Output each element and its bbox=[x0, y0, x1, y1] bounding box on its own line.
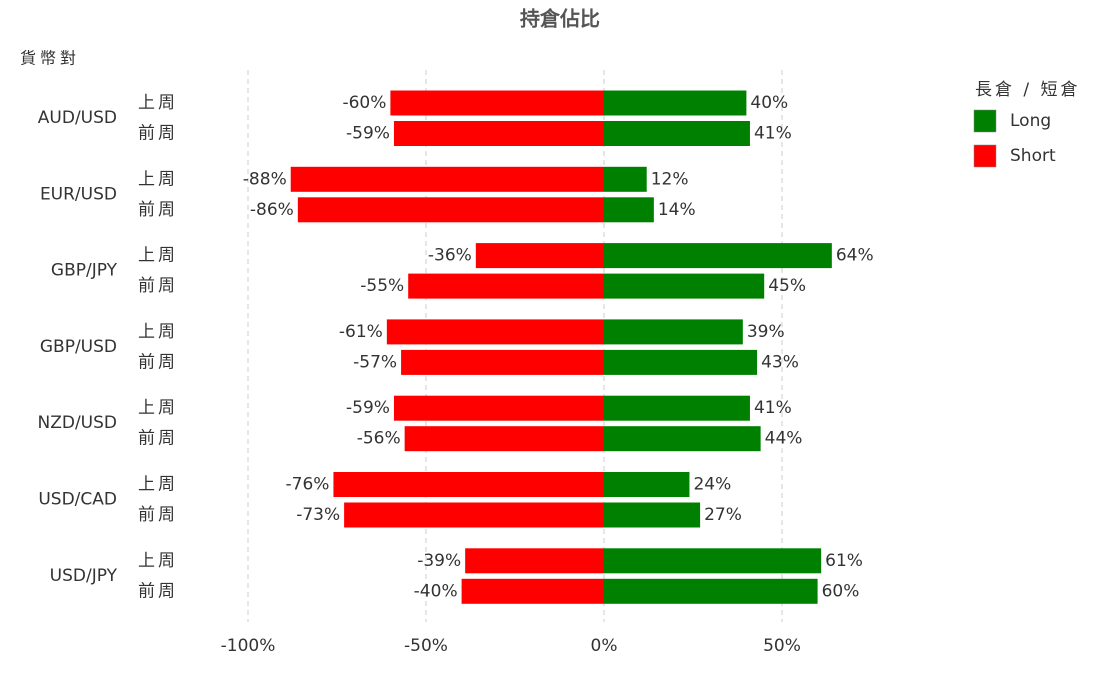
chart-title: 持倉佔比 bbox=[520, 7, 600, 31]
category-label: NZD/USD bbox=[37, 413, 117, 433]
category-label: EUR/USD bbox=[40, 184, 117, 204]
value-label: -59% bbox=[346, 124, 390, 144]
value-label: -61% bbox=[339, 322, 383, 342]
bar bbox=[604, 349, 758, 375]
bar bbox=[386, 319, 604, 345]
bar bbox=[604, 90, 747, 116]
period-label: 上周 bbox=[138, 93, 178, 113]
legend-label: Short bbox=[1010, 146, 1056, 166]
value-label: 24% bbox=[693, 475, 731, 495]
bar bbox=[404, 426, 604, 452]
bar bbox=[604, 319, 743, 345]
value-label: 60% bbox=[822, 581, 860, 601]
x-tick-label: -50% bbox=[404, 636, 448, 656]
x-tick-label: 50% bbox=[763, 636, 801, 656]
x-tick-label: 0% bbox=[591, 636, 618, 656]
value-label: -60% bbox=[342, 93, 386, 113]
period-label: 前周 bbox=[138, 200, 178, 220]
bar bbox=[290, 166, 604, 192]
category-label: GBP/USD bbox=[40, 337, 117, 357]
value-label: 12% bbox=[651, 169, 689, 189]
bar bbox=[475, 243, 604, 269]
period-label: 上周 bbox=[138, 398, 178, 418]
x-tick-label: -100% bbox=[221, 636, 276, 656]
bar bbox=[604, 548, 822, 574]
bar bbox=[393, 121, 604, 146]
bar bbox=[465, 548, 604, 574]
period-label: 前周 bbox=[138, 124, 178, 144]
value-label: -88% bbox=[243, 169, 287, 189]
bar bbox=[604, 243, 832, 269]
legend-swatch bbox=[973, 144, 997, 168]
period-label: 前周 bbox=[138, 429, 178, 449]
value-label: -59% bbox=[346, 398, 390, 418]
value-label: -57% bbox=[353, 352, 397, 372]
value-label: 64% bbox=[836, 246, 874, 266]
bar bbox=[344, 502, 604, 528]
bar bbox=[604, 502, 701, 528]
value-label: -76% bbox=[286, 475, 330, 495]
bar bbox=[408, 273, 604, 299]
value-label: 61% bbox=[825, 551, 863, 571]
value-label: 43% bbox=[761, 352, 799, 372]
value-label: 41% bbox=[754, 398, 792, 418]
value-label: -56% bbox=[357, 429, 401, 449]
period-label: 上周 bbox=[138, 551, 178, 571]
period-label: 上周 bbox=[138, 322, 178, 342]
bar bbox=[401, 349, 604, 375]
category-label: USD/CAD bbox=[38, 490, 117, 510]
period-label: 前周 bbox=[138, 352, 178, 372]
bar bbox=[604, 197, 654, 223]
bar bbox=[604, 121, 750, 146]
value-label: -55% bbox=[360, 276, 404, 296]
value-label: 41% bbox=[754, 124, 792, 144]
value-label: 45% bbox=[768, 276, 806, 296]
bar bbox=[604, 166, 647, 192]
value-label: -39% bbox=[417, 551, 461, 571]
category-label: GBP/JPY bbox=[51, 261, 118, 281]
y-axis-label: 貨幣對 bbox=[20, 49, 80, 68]
bar bbox=[333, 472, 604, 497]
bar bbox=[604, 578, 818, 604]
bar bbox=[604, 273, 765, 299]
legend-label: Long bbox=[1010, 111, 1051, 131]
value-label: 14% bbox=[658, 200, 696, 220]
value-label: 27% bbox=[704, 505, 742, 525]
period-label: 上周 bbox=[138, 246, 178, 266]
value-label: 44% bbox=[765, 429, 803, 449]
value-label: 40% bbox=[750, 93, 788, 113]
value-label: -36% bbox=[428, 246, 472, 266]
bar bbox=[604, 426, 761, 452]
value-label: -40% bbox=[414, 581, 458, 601]
value-label: -86% bbox=[250, 200, 294, 220]
period-label: 前周 bbox=[138, 276, 178, 296]
period-label: 上周 bbox=[138, 475, 178, 495]
bar bbox=[390, 90, 604, 116]
bar bbox=[604, 395, 750, 421]
bar bbox=[461, 578, 604, 604]
category-label: USD/JPY bbox=[50, 566, 118, 586]
bar bbox=[297, 197, 604, 223]
bar bbox=[604, 472, 690, 497]
legend-swatch bbox=[973, 109, 997, 133]
bar bbox=[393, 395, 604, 421]
value-label: 39% bbox=[747, 322, 785, 342]
category-label: AUD/USD bbox=[38, 108, 117, 128]
value-label: -73% bbox=[296, 505, 340, 525]
period-label: 前周 bbox=[138, 505, 178, 525]
legend-title: 長倉 / 短倉 bbox=[975, 80, 1081, 100]
period-label: 上周 bbox=[138, 169, 178, 189]
period-label: 前周 bbox=[138, 581, 178, 601]
